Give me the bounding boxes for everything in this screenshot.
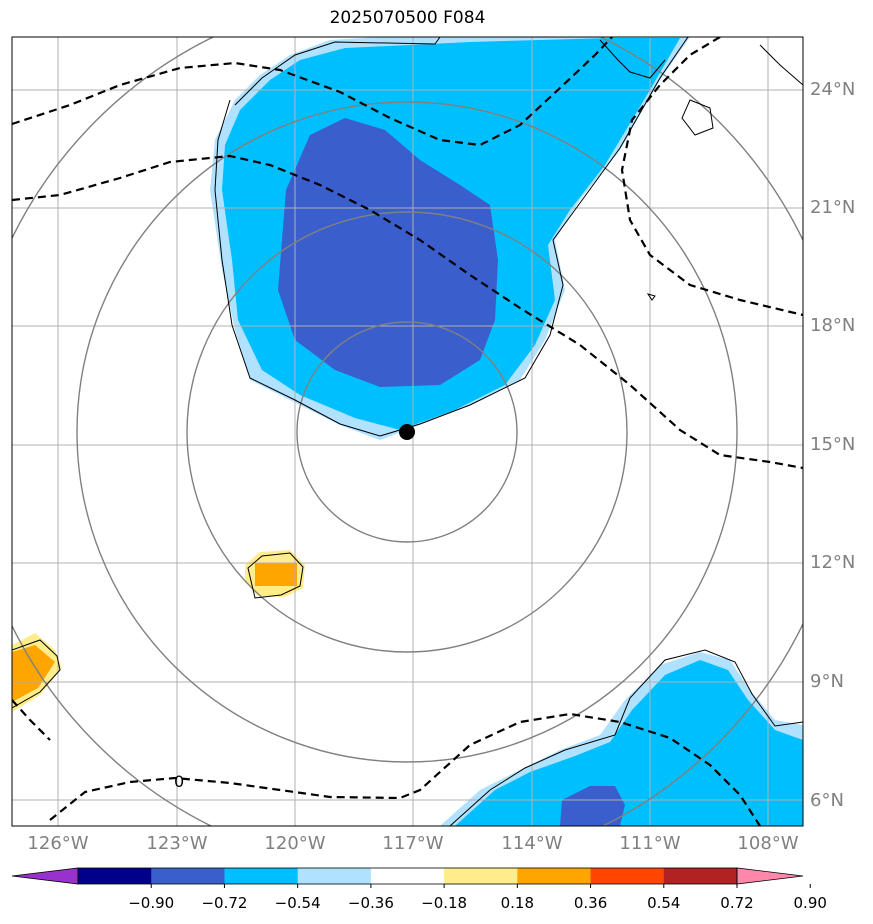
colorbar-tick-label: 0.54	[647, 894, 681, 912]
lon-label: 120°W	[264, 833, 326, 854]
colorbar-segment	[444, 868, 518, 884]
range-rings	[12, 37, 803, 826]
colorbar-segment	[151, 868, 225, 884]
lat-label: 15°N	[810, 434, 856, 455]
gridlines	[12, 37, 803, 826]
colorbar-segment	[78, 868, 152, 884]
colorbar-tick-label: 0.36	[573, 894, 608, 912]
lat-label: 21°N	[810, 197, 856, 218]
negative-anomaly-fill-north-core	[278, 118, 498, 387]
lat-label: 18°N	[810, 315, 856, 336]
colorbar	[11, 867, 811, 888]
colorbar-segment	[517, 868, 592, 884]
lon-label: 108°W	[737, 833, 799, 854]
lon-label: 126°W	[27, 833, 89, 854]
colorbar-segment	[590, 868, 665, 884]
colorbar-tick-label: 0.72	[720, 894, 754, 912]
lon-label: 117°W	[382, 833, 444, 854]
negative-anomaly-fill-south-inner	[455, 660, 803, 826]
map-frame	[11, 36, 804, 827]
colorbar-segment	[297, 868, 372, 884]
colorbar-tick-label: −0.54	[274, 894, 321, 912]
negative-anomaly-fill-south-core	[560, 786, 625, 826]
colorbar-tick-label: 0.90	[793, 894, 827, 912]
colorbar-segment	[663, 868, 738, 884]
colorbar-segment	[224, 868, 299, 884]
colorbar-extend-max	[736, 867, 804, 885]
positive-anomaly-core-center	[255, 563, 297, 586]
solid-contours	[12, 37, 803, 826]
contour-label-zero: 0	[174, 772, 184, 791]
lat-label: 9°N	[810, 671, 844, 692]
colorbar-extend-min	[11, 867, 79, 885]
colorbar-tick-label: −0.90	[128, 894, 175, 912]
colorbar-tick-label: −0.72	[201, 894, 248, 912]
center-marker	[399, 424, 415, 440]
lat-label: 12°N	[810, 552, 856, 573]
positive-anomaly-core-west	[12, 645, 55, 702]
map-plot: 0	[11, 36, 804, 827]
colorbar-outline	[77, 867, 738, 885]
colorbar-tick-label: −0.36	[347, 894, 394, 912]
lat-label: 6°N	[810, 790, 844, 811]
colorbar-tick-label: 0.18	[500, 894, 535, 912]
lon-label: 123°W	[146, 833, 208, 854]
lon-label: 114°W	[501, 833, 563, 854]
colorbar-segment	[370, 868, 445, 884]
map-title: 2025070500 F084	[329, 8, 486, 28]
colorbar-tick-label: −0.18	[421, 894, 468, 912]
lat-label: 24°N	[810, 79, 856, 100]
lon-label: 111°W	[619, 833, 681, 854]
dashed-contours	[12, 37, 803, 826]
